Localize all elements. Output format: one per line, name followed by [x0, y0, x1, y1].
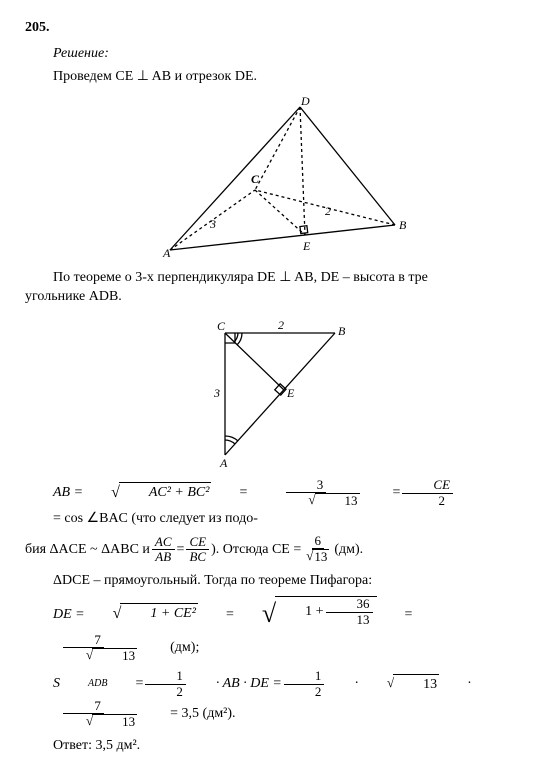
vertex-e2: E	[286, 386, 295, 400]
vertex-a2: A	[219, 456, 228, 470]
edge-len-2b: 2	[278, 318, 284, 332]
problem-number: 205.	[25, 18, 525, 38]
vertex-b2: B	[338, 324, 346, 338]
edge-len-3b: 3	[213, 386, 220, 400]
vertex-c: C	[251, 172, 260, 186]
step-2: По теореме о 3-х перпендикуляра DE ⊥ AB,…	[25, 268, 525, 307]
vertex-d: D	[300, 95, 310, 108]
vertex-c2: C	[217, 319, 226, 333]
equation-3: DE = √1 + CE² = √1 + 3613 = 7√13 (дм);	[25, 596, 525, 663]
equation-1: AB = √AC² + BC² = 3√13 = CE2 = cos ∠BAC …	[25, 478, 525, 528]
line-3: ΔDCE – прямоугольный. Тогда по теореме П…	[25, 571, 525, 591]
figure-1: A B C D E 3 2	[25, 95, 525, 260]
figure-2: C B A E 2 3	[25, 315, 525, 470]
step-1: Проведем CE ⊥ AB и отрезок DE.	[25, 67, 525, 87]
solution-label: Решение:	[53, 46, 109, 61]
equation-4: SADB = 12 · AB · DE = 12 · √13 · 7√13 = …	[25, 669, 525, 729]
equation-2: бия ΔACE ~ ΔABC и ACAB = CEBC ). Отсюда …	[25, 534, 525, 565]
vertex-b: B	[399, 218, 407, 232]
vertex-a: A	[162, 246, 171, 260]
answer: Ответ: 3,5 дм².	[25, 736, 525, 756]
edge-len-3: 3	[209, 217, 216, 231]
edge-len-2: 2	[325, 204, 331, 218]
vertex-e: E	[302, 239, 311, 253]
